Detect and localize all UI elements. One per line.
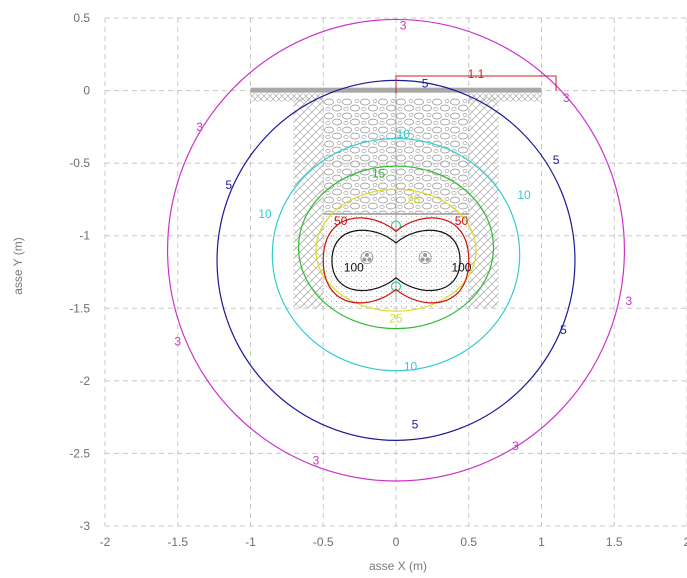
- dimension-line: [395, 75, 557, 94]
- contour-label: 3: [563, 91, 570, 105]
- cable-core: [425, 257, 430, 262]
- contour-label: 50: [455, 214, 469, 228]
- trench-cross-section: [250, 76, 542, 309]
- road-hatch-right: [468, 93, 542, 102]
- contour-label: 5: [553, 153, 560, 167]
- x-tick-label: 0: [393, 535, 400, 549]
- y-axis-label: asse Y (m): [11, 237, 25, 295]
- road-hatch-left: [250, 93, 324, 102]
- soil-hatch-right: [468, 97, 499, 309]
- contour-label: 3: [625, 294, 632, 308]
- x-tick-label: -1: [245, 535, 256, 549]
- contour-label: 25: [407, 192, 421, 206]
- x-tick-label: -2: [100, 535, 111, 549]
- dimension-marker: 1.1: [395, 67, 557, 94]
- y-tick-label: -3: [79, 519, 90, 533]
- contour-label: 100: [451, 261, 471, 275]
- y-tick-label: -2: [79, 374, 90, 388]
- contour-label: 10: [397, 127, 411, 141]
- contour-label: 25: [389, 311, 403, 325]
- contour-label: 5: [422, 76, 429, 90]
- contour-label: 3: [313, 454, 320, 468]
- contour-10: [271, 137, 521, 372]
- contour-lines: 3 3 3 3 3 3 3 5 5 5 5 5 10 10 10 10 15 25 25 50 50 100 100: [166, 18, 632, 482]
- contour-15: [297, 165, 495, 330]
- contour-label: 15: [372, 166, 386, 180]
- contour-label: 10: [404, 359, 418, 373]
- y-tick-label: 0.5: [73, 11, 90, 25]
- y-tick-label: -1: [79, 229, 90, 243]
- contour-100: [331, 229, 461, 292]
- contour-label: 3: [400, 18, 407, 32]
- contour-label: 10: [258, 207, 272, 221]
- contour-label: 3: [196, 120, 203, 134]
- x-tick-label: -1.5: [167, 535, 188, 549]
- x-tick-label: 1.5: [606, 535, 623, 549]
- soil-hatch-left: [293, 97, 324, 309]
- contour-label: 50: [334, 214, 348, 228]
- x-axis-label: asse X (m): [369, 559, 427, 573]
- cable-core: [364, 252, 369, 257]
- contour-label: 5: [412, 417, 419, 431]
- x-tick-label: 1: [538, 535, 545, 549]
- marker-icon: [390, 281, 402, 292]
- contour-label: 100: [344, 261, 364, 275]
- y-tick-label: 0: [83, 84, 90, 98]
- x-tick-label: 0.5: [460, 535, 477, 549]
- contour-25: [315, 188, 477, 312]
- contour-3: [166, 18, 626, 482]
- contour-label: 10: [517, 188, 531, 202]
- contour-label: 3: [512, 439, 519, 453]
- cable-core: [362, 257, 367, 262]
- marker-icon: [390, 220, 402, 231]
- x-tick-label: 2: [684, 535, 687, 549]
- y-tick-labels: 0.5 0 -0.5 -1 -1.5 -2 -2.5 -3: [69, 11, 90, 533]
- cable-core: [423, 252, 428, 257]
- y-tick-label: -1.5: [69, 301, 90, 315]
- contour-label: 5: [560, 323, 567, 337]
- y-tick-label: -0.5: [69, 156, 90, 170]
- dimension-label: 1.1: [468, 67, 485, 81]
- x-tick-labels: -2 -1.5 -1 -0.5 0 0.5 1 1.5 2: [100, 535, 687, 549]
- contour-label: 3: [174, 335, 181, 349]
- cable-core: [367, 257, 372, 262]
- cable-icon: [360, 251, 374, 264]
- x-tick-label: -0.5: [313, 535, 334, 549]
- cable-core: [420, 257, 425, 262]
- contour-50: [322, 217, 470, 304]
- cable-icon: [418, 251, 432, 264]
- y-tick-label: -2.5: [69, 446, 90, 460]
- contour-label: 5: [225, 178, 232, 192]
